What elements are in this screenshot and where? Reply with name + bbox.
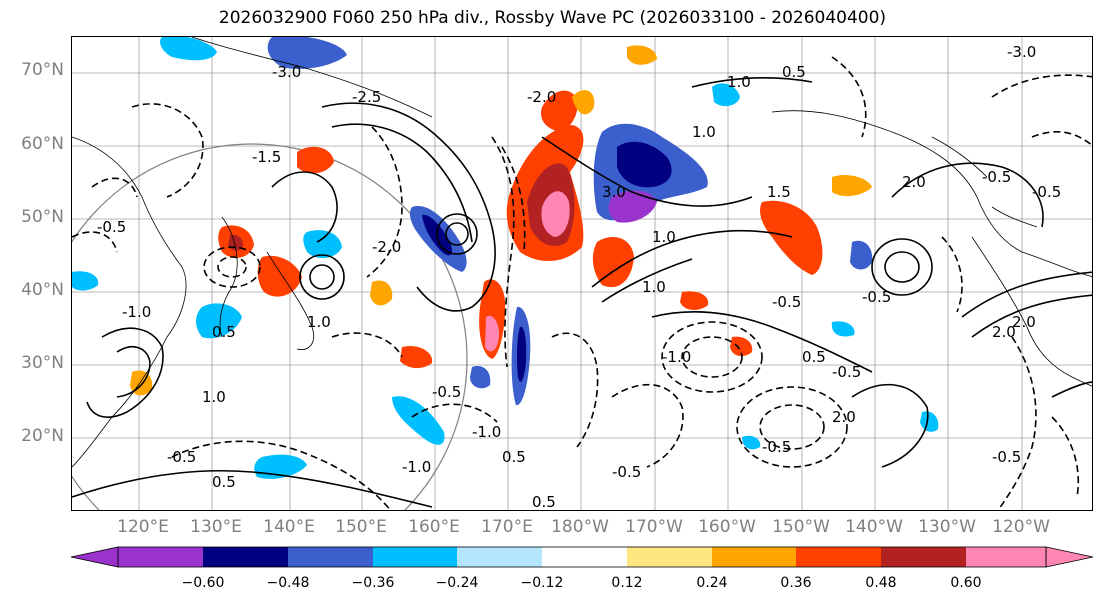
colorbar-tick: 0.48 (865, 575, 897, 591)
contour-label: 3.0 (602, 183, 626, 201)
contour-label: -1.0 (662, 348, 691, 366)
contour-label: 2.0 (1012, 313, 1036, 331)
lat-label-30n: 30°N (21, 353, 64, 373)
colorbar-tick: −0.36 (351, 575, 395, 591)
contour-label: 1.0 (202, 388, 226, 406)
lon-label-160w: 160°W (698, 517, 756, 537)
contour-label: -2.0 (527, 88, 556, 106)
contour-label: -1.0 (402, 458, 431, 476)
lon-label-160e: 160°E (408, 517, 460, 537)
colorbar-tick: 0.60 (950, 575, 982, 591)
colorbar-swatch (627, 547, 712, 567)
contour-label: -1.0 (472, 423, 501, 441)
colorbar-swatch (373, 547, 457, 567)
contour-label: 0.5 (802, 348, 826, 366)
colorbar-swatch (457, 547, 542, 567)
map-title: 2026032900 F060 250 hPa div., Rossby Wav… (218, 8, 887, 28)
contour-label: 1.0 (307, 313, 331, 331)
contour-label: -0.5 (992, 448, 1021, 466)
colorbar-extend-high (1045, 546, 1094, 568)
contour-label: -0.5 (832, 363, 861, 381)
contour-label: -0.5 (167, 448, 196, 466)
colorbar-tick: −0.60 (181, 575, 225, 591)
contour-label: -0.5 (97, 218, 126, 236)
contour-label: -0.5 (982, 168, 1011, 186)
contour-label: 0.5 (532, 493, 556, 511)
contours-positive (72, 77, 1092, 508)
contour-label: -2.0 (372, 238, 401, 256)
lon-label-170e: 170°E (481, 517, 533, 537)
colorbar-swatch (288, 547, 373, 567)
contour-label: 0.5 (782, 63, 806, 81)
colorbar-extend-low (70, 546, 119, 568)
contour-label: 1.0 (642, 278, 666, 296)
lon-label-130e: 130°E (190, 517, 242, 537)
colorbar-tick: 0.24 (696, 575, 728, 591)
colorbar-swatch (796, 547, 881, 567)
colorbar-tick: 0.36 (780, 575, 812, 591)
contour-label: -1.0 (122, 303, 151, 321)
contour-label: -0.5 (862, 288, 891, 306)
divergence-shading (72, 37, 939, 479)
colorbar-tick: −0.24 (435, 575, 479, 591)
lat-label-60n: 60°N (21, 134, 64, 154)
lon-label-150e: 150°E (335, 517, 387, 537)
colorbar-tick: −0.48 (266, 575, 310, 591)
map-svg: -0.5 0.5 -1.0 1.0 -1.5 1.5 -2.0 2.0 -2.5… (72, 37, 1092, 511)
lat-label-50n: 50°N (21, 207, 64, 227)
contour-label: 2.0 (832, 408, 856, 426)
lon-label-120w: 120°W (992, 517, 1050, 537)
lon-label-170w: 170°W (625, 517, 683, 537)
contour-label: 0.5 (212, 473, 236, 491)
contour-label: 1.0 (692, 123, 716, 141)
contour-label: 0.5 (502, 448, 526, 466)
contour-label: -0.5 (1032, 183, 1061, 201)
colorbar-swatch (118, 547, 203, 567)
lon-label-130w: 130°W (918, 517, 976, 537)
lat-label-20n: 20°N (21, 426, 64, 446)
contours-negative (72, 56, 1092, 510)
colorbar-swatch (203, 547, 288, 567)
coastlines (72, 37, 1092, 468)
lon-label-140e: 140°E (263, 517, 315, 537)
contour-label: -3.0 (272, 63, 301, 81)
contour-label: -3.0 (1007, 43, 1036, 61)
contour-label: -0.5 (612, 463, 641, 481)
lon-label-180w: 180°W (551, 517, 609, 537)
contour-label: -0.5 (762, 438, 791, 456)
contour-label: 1.5 (767, 183, 791, 201)
map-panel: -0.5 0.5 -1.0 1.0 -1.5 1.5 -2.0 2.0 -2.5… (71, 36, 1093, 511)
colorbar (70, 546, 1094, 568)
colorbar-swatch (881, 547, 966, 567)
contour-label: 1.0 (652, 228, 676, 246)
lon-label-120e: 120°E (117, 517, 169, 537)
colorbar-swatch (542, 547, 627, 567)
lat-label-40n: 40°N (21, 280, 64, 300)
contour-label: -0.5 (772, 293, 801, 311)
lon-label-150w: 150°W (772, 517, 830, 537)
contour-label: 1.0 (727, 73, 751, 91)
colorbar-swatch (966, 547, 1046, 567)
wave-envelope-circle (72, 143, 468, 510)
contour-label: -1.5 (252, 148, 281, 166)
contour-label: -0.5 (432, 383, 461, 401)
contour-label: -2.5 (352, 88, 381, 106)
contour-labels: -0.5 0.5 -1.0 1.0 -1.5 1.5 -2.0 2.0 -2.5… (97, 43, 1061, 511)
contour-label: 2.0 (992, 323, 1016, 341)
colorbar-tick: −0.12 (520, 575, 564, 591)
colorbar-swatch (712, 547, 796, 567)
lat-label-70n: 70°N (21, 60, 64, 80)
contour-label: 2.0 (902, 173, 926, 191)
colorbar-tick: 0.12 (611, 575, 643, 591)
lon-label-140w: 140°W (845, 517, 903, 537)
contour-label: 0.5 (212, 323, 236, 341)
